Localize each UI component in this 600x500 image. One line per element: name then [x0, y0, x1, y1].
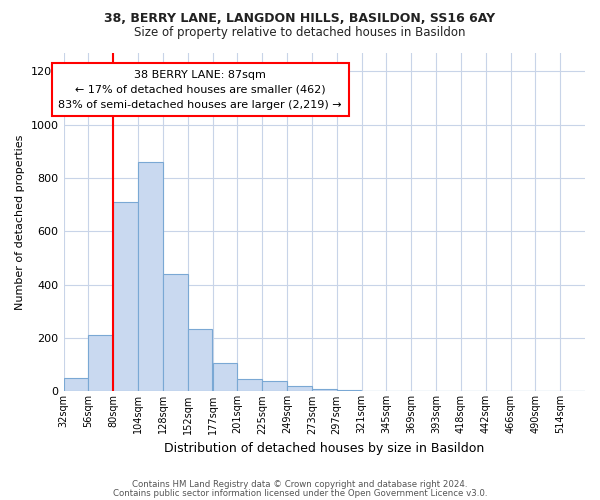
Text: Contains HM Land Registry data © Crown copyright and database right 2024.: Contains HM Land Registry data © Crown c…	[132, 480, 468, 489]
Bar	[212, 364, 237, 392]
Bar	[88, 336, 113, 392]
Bar	[262, 380, 287, 392]
Bar	[337, 390, 361, 392]
Bar	[287, 386, 312, 392]
Text: 38 BERRY LANE: 87sqm
← 17% of detached houses are smaller (462)
83% of semi-deta: 38 BERRY LANE: 87sqm ← 17% of detached h…	[58, 70, 342, 110]
Bar	[113, 202, 138, 392]
Text: 38, BERRY LANE, LANGDON HILLS, BASILDON, SS16 6AY: 38, BERRY LANE, LANGDON HILLS, BASILDON,…	[104, 12, 496, 26]
Bar	[64, 378, 88, 392]
Bar	[188, 328, 212, 392]
Bar	[312, 388, 337, 392]
Y-axis label: Number of detached properties: Number of detached properties	[15, 134, 25, 310]
Bar	[238, 378, 262, 392]
Bar	[138, 162, 163, 392]
Text: Contains public sector information licensed under the Open Government Licence v3: Contains public sector information licen…	[113, 489, 487, 498]
Bar	[163, 274, 188, 392]
X-axis label: Distribution of detached houses by size in Basildon: Distribution of detached houses by size …	[164, 442, 484, 455]
Text: Size of property relative to detached houses in Basildon: Size of property relative to detached ho…	[134, 26, 466, 39]
